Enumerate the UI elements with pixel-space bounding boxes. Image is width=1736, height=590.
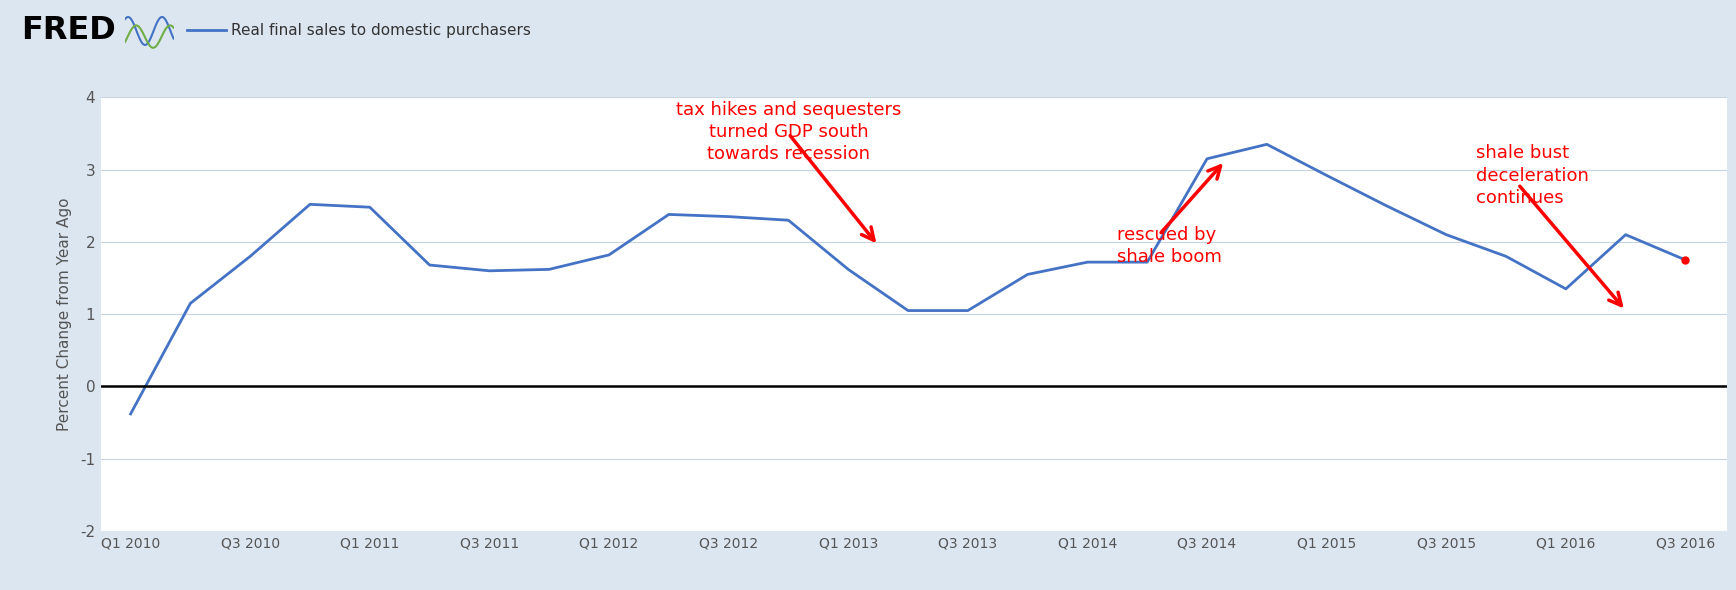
Text: rescued by
shale boom: rescued by shale boom	[1118, 226, 1222, 266]
Text: Real final sales to domestic purchasers: Real final sales to domestic purchasers	[231, 24, 531, 38]
Text: tax hikes and sequesters
turned GDP south
towards recession: tax hikes and sequesters turned GDP sout…	[675, 101, 901, 163]
Y-axis label: Percent Change from Year Ago: Percent Change from Year Ago	[57, 198, 71, 431]
Text: shale bust
deceleration
continues: shale bust deceleration continues	[1476, 145, 1588, 206]
Text: FRED: FRED	[21, 15, 116, 47]
